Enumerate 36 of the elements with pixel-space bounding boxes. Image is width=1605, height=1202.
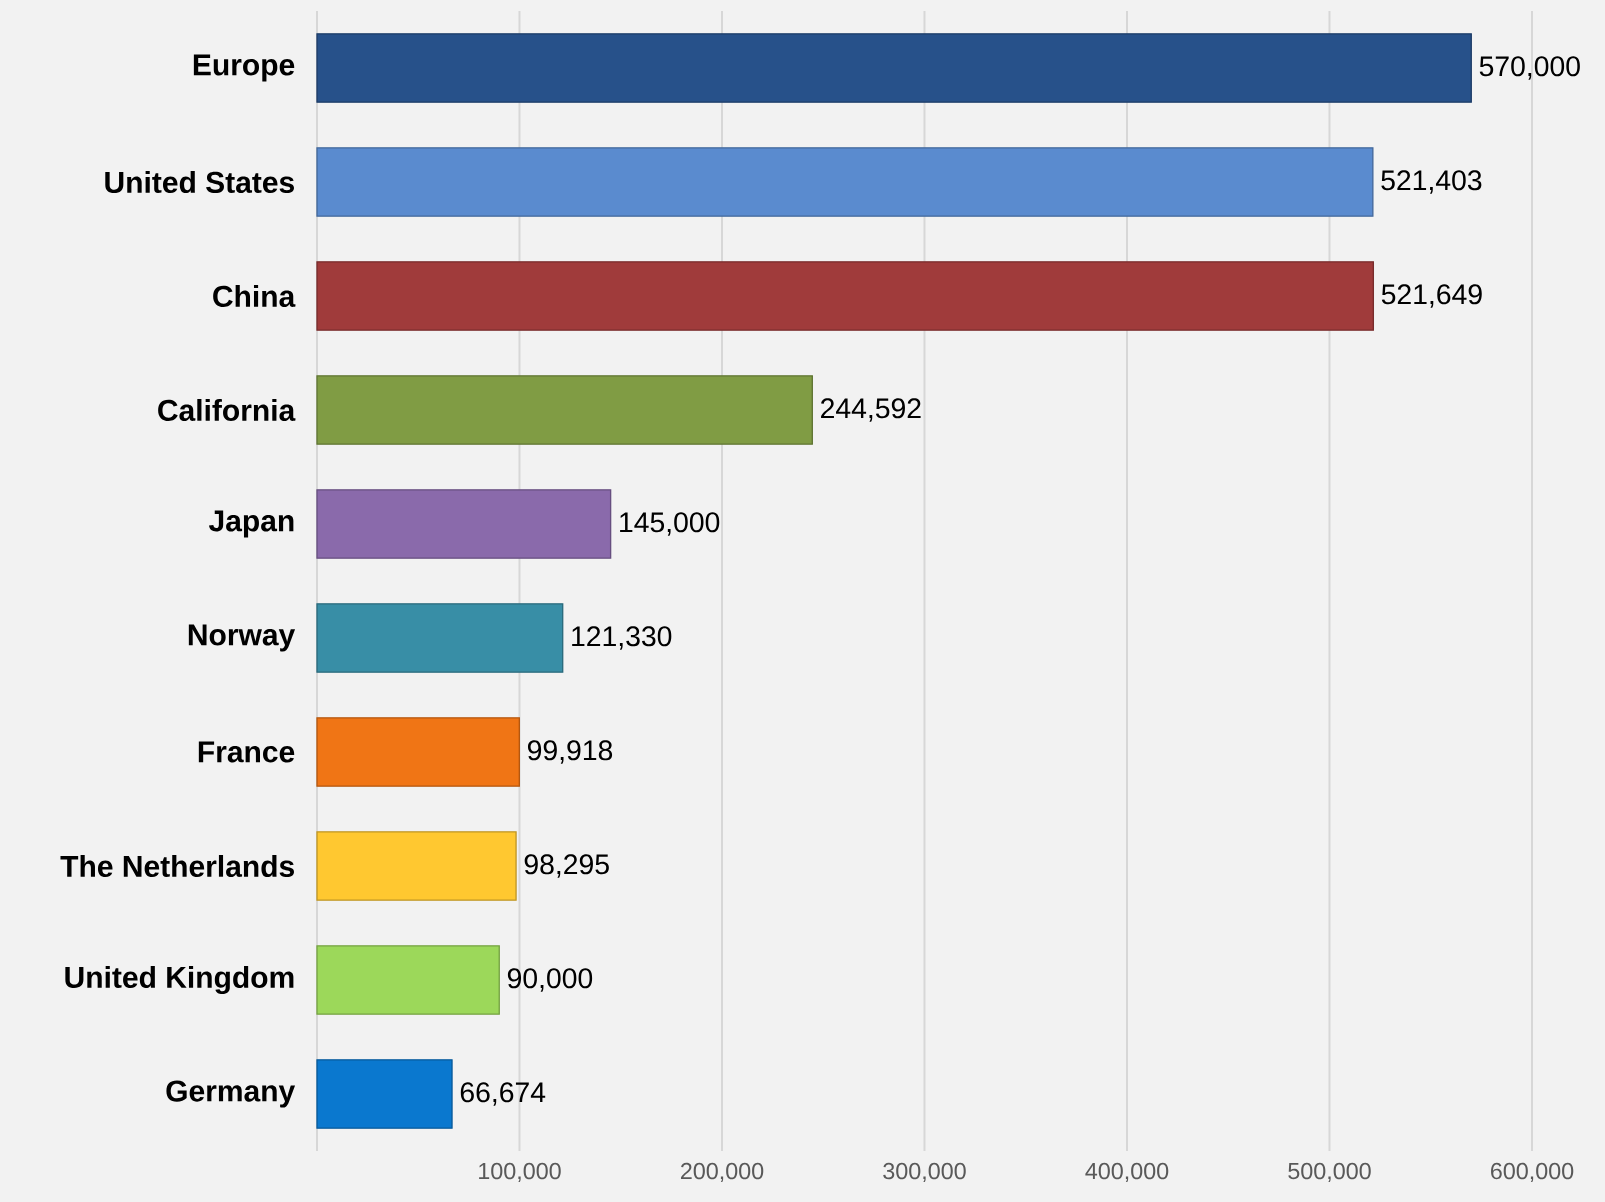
data-label: 244,592	[821, 398, 921, 422]
y-tick-label: France	[198, 741, 295, 763]
y-tick-label: The Netherlands	[60, 854, 294, 878]
bar	[316, 261, 1375, 331]
bar	[316, 147, 1374, 217]
data-label: 521,403	[1381, 170, 1482, 194]
x-tick-label: 100,000	[479, 1162, 561, 1183]
y-tick-label: China	[213, 284, 296, 308]
data-label: 121,330	[572, 626, 672, 650]
x-tick-label: 200,000	[680, 1162, 764, 1183]
y-tick-label: Germany	[166, 1080, 296, 1108]
data-label: 99,918	[527, 740, 613, 764]
bar	[316, 945, 500, 1015]
data-label: 66,674	[460, 1082, 546, 1106]
bar	[316, 831, 517, 901]
x-tick-label: 600,000	[1491, 1162, 1574, 1183]
data-label: 145,000	[620, 512, 720, 536]
y-tick-label: Norway	[188, 624, 296, 652]
y-tick-label: United States	[105, 170, 294, 194]
y-tick-label: Europe	[193, 54, 295, 82]
data-label: 90,000	[507, 968, 593, 992]
bar	[316, 375, 813, 445]
bar	[316, 717, 521, 787]
x-tick-label: 500,000	[1288, 1162, 1371, 1183]
x-tick-label: 300,000	[883, 1162, 966, 1183]
data-label: 521,649	[1381, 284, 1482, 308]
y-tick-label: California	[158, 398, 296, 422]
x-tick-label: 400,000	[1085, 1162, 1169, 1183]
bar	[316, 33, 1472, 103]
data-label: 570,000	[1479, 56, 1580, 80]
data-label: 98,295	[524, 854, 609, 878]
y-tick-label: United Kingdom	[65, 965, 294, 995]
y-tick-label: Japan	[208, 510, 294, 538]
bar	[316, 489, 612, 559]
bar	[316, 603, 564, 673]
bar	[316, 1059, 453, 1129]
